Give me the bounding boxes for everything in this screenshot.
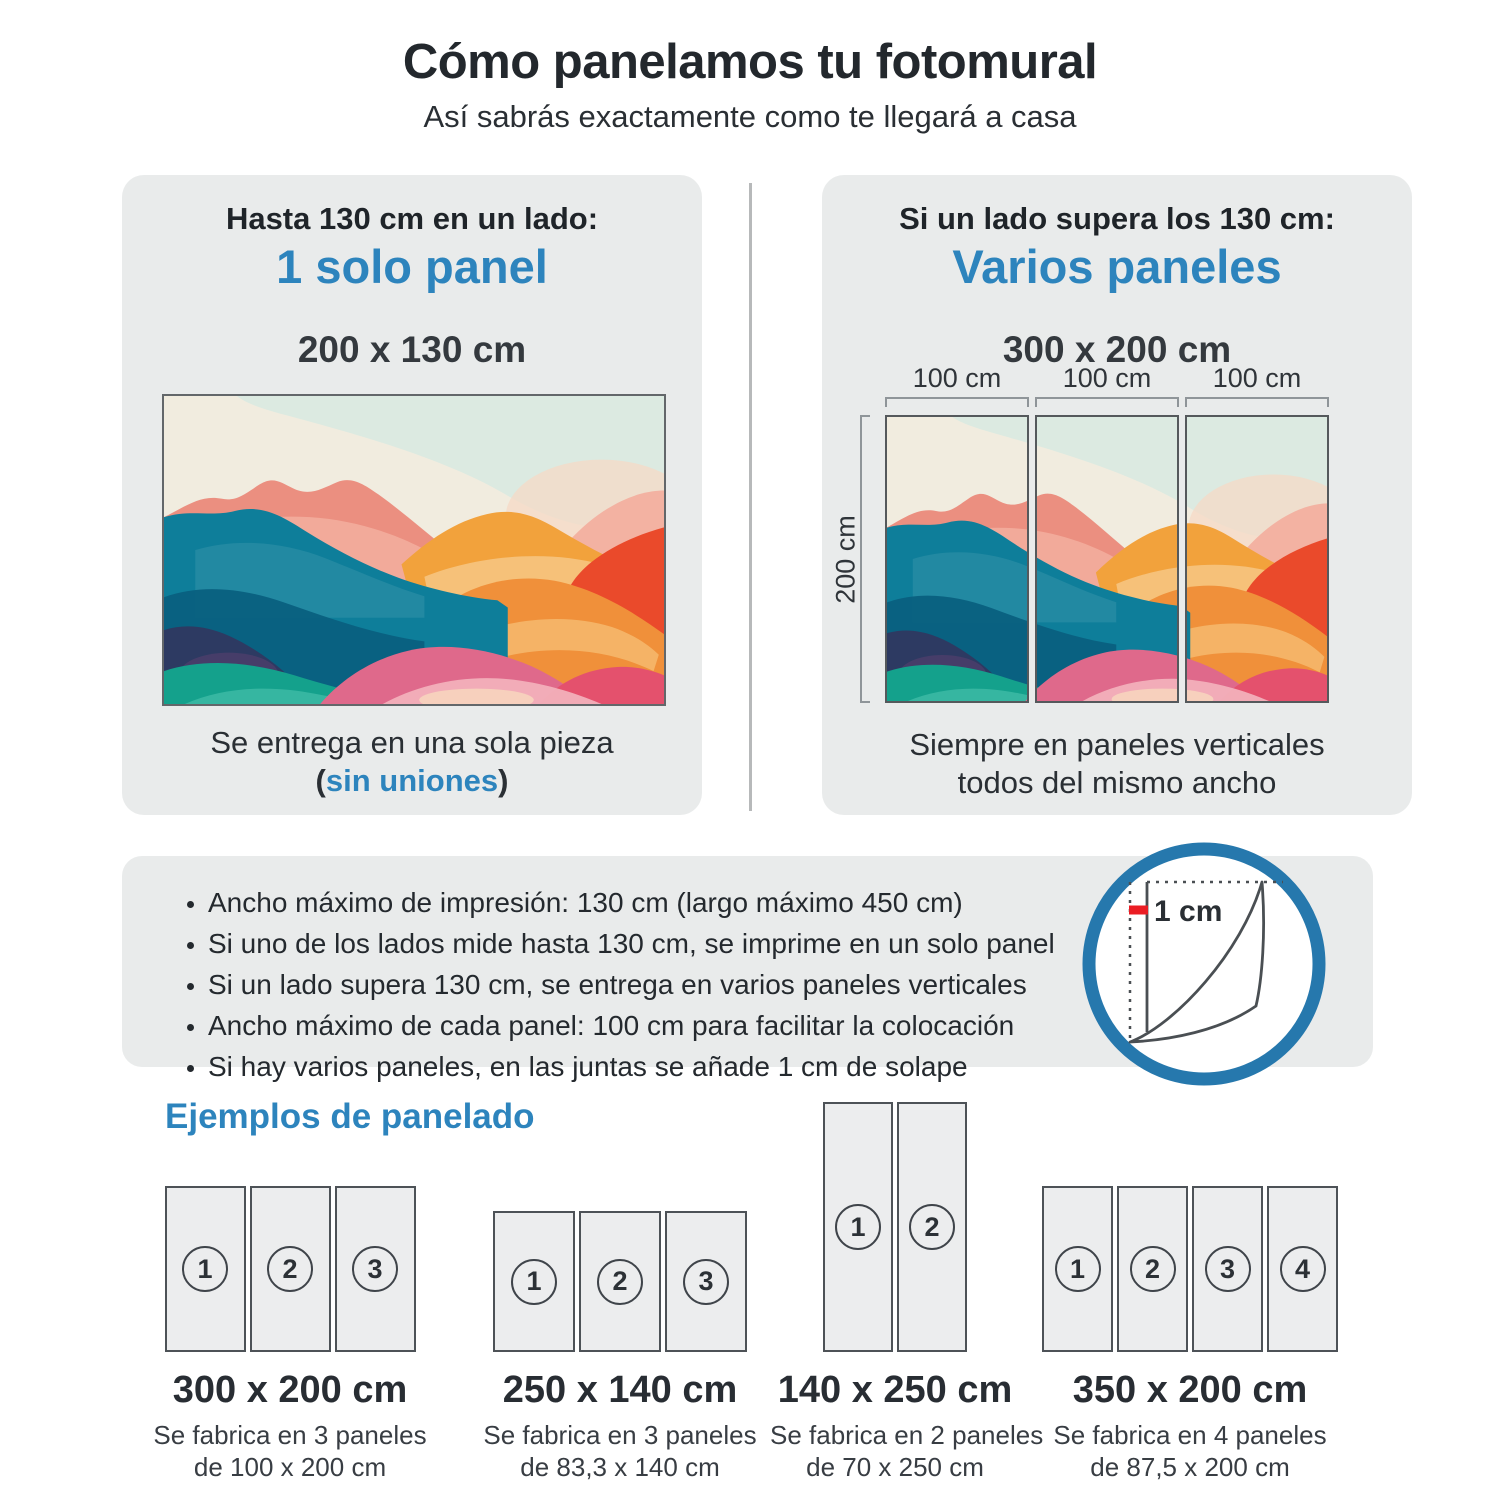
example-panels: 1 2 3 [460,1102,780,1352]
no-seams-highlight: sin uniones [325,763,499,798]
width-label-1: 100 cm [912,363,1002,393]
example-panels: 1 2 [770,1102,1020,1352]
width-bracket-1 [885,397,1029,407]
height-label: 200 cm [830,515,861,604]
example-desc: de 100 x 200 cm [193,1452,387,1482]
example-size: 140 x 250 cm [777,1369,1013,1411]
example-140x250: 1 2 140 x 250 cm Se fabrica en 2 paneles… [770,1102,1044,1482]
mural-panel-2 [1035,415,1179,703]
paren-open: ( [315,763,326,798]
page-title: Cómo panelamos tu fotomural [402,35,1098,89]
single-panel-note-2: (sin uniones) [122,763,702,799]
example-desc: Se fabrica en 3 paneles [483,1420,757,1450]
page-subtitle: Así sabrás exactamente como te llegará a… [423,99,1077,134]
height-bracket [860,415,870,703]
panel: 1 [823,1102,893,1352]
panel-number: 2 [267,1246,313,1292]
mural-panel-3 [1185,415,1329,703]
example-desc: de 83,3 x 140 cm [520,1452,720,1482]
panel-number: 1 [182,1246,228,1292]
panel: 1 [1042,1186,1113,1352]
single-panel-condition: Hasta 130 cm en un lado: [225,201,599,236]
example-desc: de 87,5 x 200 cm [1090,1452,1290,1482]
panel: 2 [249,1186,331,1352]
example-desc: Se fabrica en 3 paneles [153,1420,427,1450]
examples-heading: Ejemplos de panelado [165,1097,535,1136]
single-panel-note: Se entrega en una sola pieza [210,725,614,760]
example-350x200: 1 2 3 4 350 x 200 cm Se fabrica en 4 pan… [1020,1102,1360,1482]
rule-item: Si hay varios paneles, en las juntas se … [208,1046,1055,1087]
panel-number: 3 [352,1246,398,1292]
single-panel-size: 200 x 130 cm [297,329,527,370]
example-300x200: 1 2 3 300 x 200 cm Se fabrica en 3 panel… [120,1102,460,1482]
example-size: 250 x 140 cm [502,1369,738,1411]
panel-number: 2 [909,1204,955,1250]
panel-number: 4 [1279,1246,1326,1292]
example-desc: Se fabrica en 4 paneles [1053,1420,1327,1450]
mural-artwork-single [162,394,666,706]
panel: 1 [164,1186,246,1352]
example-size: 350 x 200 cm [1072,1369,1308,1411]
example-desc: de 70 x 250 cm [806,1452,984,1482]
panel-number: 2 [1129,1246,1176,1292]
panel: 1 [493,1211,575,1352]
multi-panel-note-1: Siempre en paneles verticales [909,727,1325,762]
panel-number: 1 [1054,1246,1101,1292]
multi-panel-headline: Varios paneles [952,240,1282,293]
panel-number: 1 [835,1204,881,1250]
single-panel-card: Hasta 130 cm en un lado: 1 solo panel 20… [122,175,702,815]
example-desc: Se fabrica en 2 paneles [770,1420,1044,1450]
panel-number: 3 [1204,1246,1251,1292]
single-panel-headline: 1 solo panel [276,240,548,293]
example-250x140: 1 2 3 250 x 140 cm Se fabrica en 3 panel… [460,1102,780,1482]
panel: 3 [665,1211,747,1352]
example-panels: 1 2 3 4 [1020,1102,1360,1352]
width-label-2: 100 cm [1062,363,1152,393]
panel: 3 [334,1186,416,1352]
card-divider [749,183,752,811]
paren-close: ) [498,763,509,798]
width-bracket-3 [1185,397,1329,407]
panel: 2 [579,1211,661,1352]
panel-number: 2 [597,1258,643,1305]
rules-list: Ancho máximo de impresión: 130 cm (largo… [182,882,1055,1087]
width-bracket-2 [1035,397,1179,407]
overlap-detail-icon: 1 cm [1080,840,1328,1088]
panel-number: 3 [683,1258,729,1305]
panel: 2 [1117,1186,1188,1352]
example-panels: 1 2 3 [120,1102,460,1352]
multi-panel-card: Si un lado supera los 130 cm: Varios pan… [822,175,1412,815]
rule-item: Si un lado supera 130 cm, se entrega en … [208,964,1055,1005]
panel: 3 [1192,1186,1263,1352]
example-size: 300 x 200 cm [172,1369,408,1411]
rule-item: Si uno de los lados mide hasta 130 cm, s… [208,923,1055,964]
rule-item: Ancho máximo de impresión: 130 cm (largo… [208,882,1055,923]
width-label-3: 100 cm [1212,363,1302,393]
panel-number: 1 [511,1258,557,1305]
multi-panel-note-2: todos del mismo ancho [957,765,1277,800]
panel: 2 [897,1102,967,1352]
rule-item: Ancho máximo de cada panel: 100 cm para … [208,1005,1055,1046]
panel: 4 [1267,1186,1338,1352]
multi-panel-condition: Si un lado supera los 130 cm: [899,201,1335,236]
multi-panel-size: 300 x 200 cm [1002,329,1232,370]
mural-panel-1 [885,415,1029,703]
overlap-label: 1 cm [1154,895,1222,928]
